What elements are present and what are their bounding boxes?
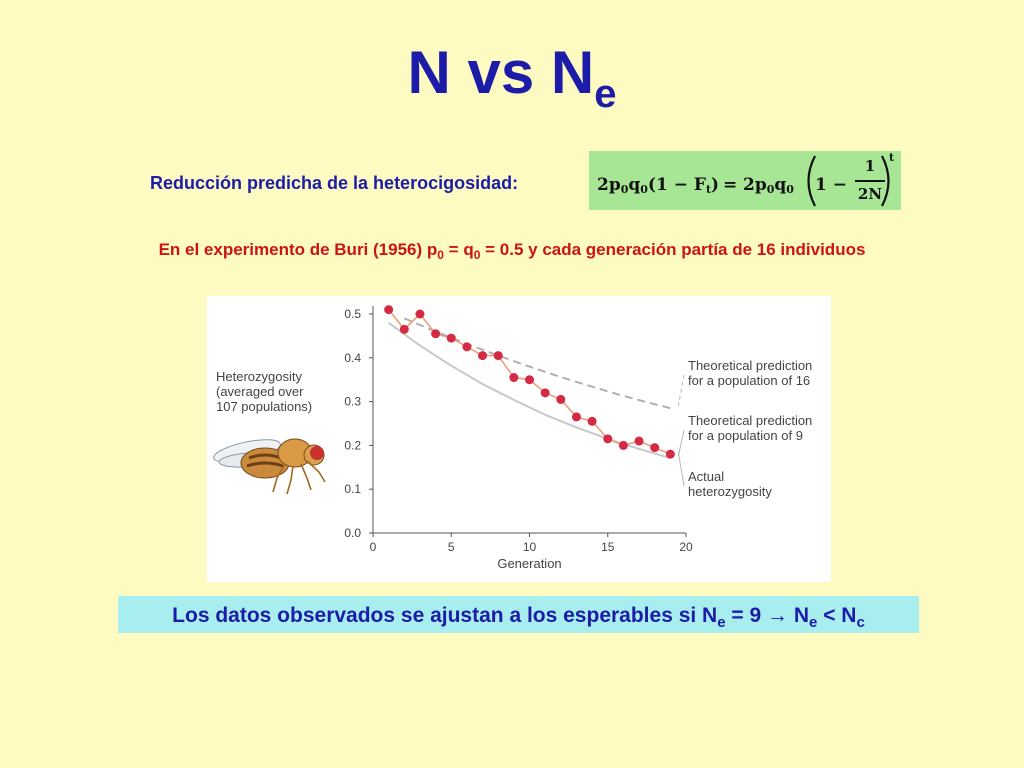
data-point-actual <box>493 351 503 361</box>
formula-fraction-denominator: 2N <box>857 185 883 203</box>
formula-caption: Reducción predicha de la heterocigosidad… <box>150 173 519 193</box>
experiment-text-1: En el experimento de Buri (1956) p <box>158 240 438 259</box>
legend-theoretical-16-leader <box>677 374 685 407</box>
y-tick-label: 0.1 <box>344 482 361 496</box>
title-subscript: e <box>594 72 617 116</box>
conclusion-text-2: = 9 → N <box>725 604 810 627</box>
heterozygosity-chart: 0.0 0.1 0.2 0.3 0.4 0.5 0 5 10 15 20 Generation Hete… <box>213 305 812 571</box>
formula-lhs-f-sub: t <box>705 183 712 196</box>
legend-theoretical-16-label: for a population of 16 <box>688 373 810 388</box>
data-point-actual <box>384 305 394 315</box>
formula-lhs-close: ) <box>711 175 720 195</box>
formula-rhs-q: q <box>774 175 787 195</box>
y-tick-label: 0.3 <box>344 395 361 409</box>
data-point-actual <box>446 333 456 343</box>
legend-theoretical-9-label: for a population of 9 <box>688 428 803 443</box>
experiment-sub-1: 0 <box>437 248 444 262</box>
x-tick-label: 15 <box>601 540 615 554</box>
y-axis-label-line: Heterozygosity <box>216 369 302 384</box>
y-axis-label-line: 107 populations) <box>216 399 312 414</box>
experiment-text-3: = 0.5 y cada generación partía de 16 ind… <box>480 240 866 259</box>
data-point-actual <box>634 436 644 446</box>
formula-lhs-paren: (1 − F <box>647 175 706 195</box>
formula-rhs-q-sub: 0 <box>786 183 794 196</box>
x-tick-label: 20 <box>679 540 693 554</box>
formula-right-paren <box>881 155 890 207</box>
conclusion-text-3: < N <box>817 604 857 627</box>
conclusion-sub-2: e <box>809 614 818 631</box>
x-tick-label: 10 <box>523 540 537 554</box>
experiment-description: En el experimento de Buri (1956) p0 = q0… <box>0 240 1024 262</box>
data-point-actual <box>415 309 425 319</box>
y-axis-label-line: (averaged over <box>216 384 304 399</box>
formula-lhs-q-sub: 0 <box>640 183 648 196</box>
conclusion-text-1: Los datos observados se ajustan a los es… <box>172 604 718 627</box>
data-point-actual <box>556 394 566 404</box>
title-main: N vs N <box>407 39 595 106</box>
formula-box: 2p0q0(1 − Ft) = 2p0q0 1 − 1 2N t <box>589 151 901 210</box>
formula-lhs-2p: 2p <box>597 175 621 195</box>
x-axis-label: Generation <box>497 556 561 571</box>
data-point-actual <box>509 373 519 383</box>
conclusion-sub-1: e <box>717 614 726 631</box>
y-tick-label: 0.5 <box>344 307 361 321</box>
y-tick-label: 0.2 <box>344 438 361 452</box>
data-point-actual <box>603 434 613 444</box>
experiment-sub-2: 0 <box>473 248 481 262</box>
data-point-actual <box>478 351 488 361</box>
data-point-actual <box>650 443 660 453</box>
formula-rhs-p-sub: 0 <box>766 183 775 196</box>
legend-theoretical-16-label: Theoretical prediction <box>688 358 812 373</box>
chart-panel: 0.0 0.1 0.2 0.3 0.4 0.5 0 5 10 15 20 Generation Hete… <box>207 296 831 582</box>
data-point-actual <box>587 416 597 426</box>
legend-theoretical-9-label: Theoretical prediction <box>688 413 812 428</box>
experiment-text-2: = q <box>443 240 474 259</box>
formula-lhs-p-sub: 0 <box>620 183 629 196</box>
legend-actual-label: Actual <box>688 469 724 484</box>
series-line-theoretical-9 <box>388 321 671 460</box>
x-tick-label: 0 <box>370 540 377 554</box>
formula-equals: = <box>723 175 738 195</box>
legend-actual-leader <box>677 452 685 487</box>
formula-rhs-2p: 2p <box>743 175 767 195</box>
legend-actual-label: heterozygosity <box>688 484 772 499</box>
data-point-actual <box>525 375 534 385</box>
y-tick-label: 0.4 <box>344 351 361 365</box>
formula-fraction-bar <box>855 180 885 182</box>
data-point-actual <box>431 329 441 339</box>
formula-rhs: 2p0q0 <box>743 175 794 196</box>
data-point-actual <box>571 412 581 422</box>
data-point-actual <box>665 449 675 459</box>
x-tick-label: 5 <box>448 540 455 554</box>
y-tick-label: 0.0 <box>344 526 361 540</box>
series-line-theoretical-16 <box>403 317 671 410</box>
data-point-actual <box>462 342 472 352</box>
legend-theoretical-9-leader <box>677 429 685 457</box>
conclusion-sub-3: c <box>856 614 865 631</box>
conclusion-box: Los datos observados se ajustan a los es… <box>118 596 919 633</box>
fruit-fly-illustration <box>213 438 326 495</box>
data-point-actual <box>540 388 550 398</box>
data-point-actual <box>618 440 628 450</box>
formula-exponent: t <box>889 151 895 164</box>
formula-lhs-q: q <box>628 175 641 195</box>
formula-one-minus: 1 − <box>815 175 847 195</box>
formula-fraction-numerator: 1 <box>864 157 876 175</box>
page-title: N vs Ne <box>0 38 1024 114</box>
formula-lhs: 2p0q0(1 − Ft) <box>597 175 720 196</box>
formula-left-paren <box>807 155 816 207</box>
data-point-actual <box>399 324 409 334</box>
